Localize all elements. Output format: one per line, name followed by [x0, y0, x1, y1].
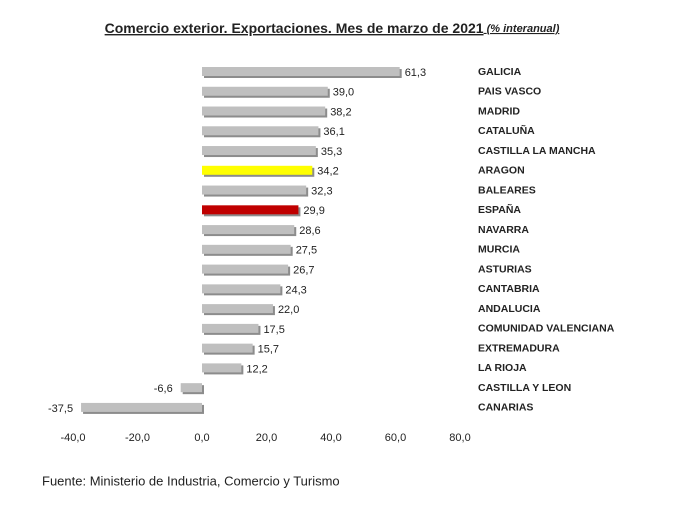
bar	[202, 225, 295, 235]
x-tick-label: 60,0	[385, 432, 406, 444]
category-label: CANTABRIA	[478, 283, 540, 295]
category-label: CASTILLA Y LEON	[478, 382, 571, 394]
category-label: ANDALUCIA	[478, 303, 541, 315]
bar	[202, 106, 326, 116]
bar	[202, 343, 253, 353]
bar	[202, 126, 319, 136]
category-label: GALICIA	[478, 66, 522, 78]
category-label: MADRID	[478, 105, 520, 117]
category-label: BALEARES	[478, 184, 536, 196]
category-label: PAIS VASCO	[478, 86, 541, 98]
value-label: 38,2	[330, 106, 351, 118]
bar	[202, 165, 313, 175]
category-label: ARAGON	[478, 165, 525, 177]
value-label: 29,9	[303, 205, 324, 217]
category-label: EXTREMADURA	[478, 342, 560, 354]
bar	[180, 383, 202, 393]
source-note: Fuente: Ministerio de Industria, Comerci…	[42, 473, 340, 488]
x-tick-label: -20,0	[125, 432, 150, 444]
bar	[202, 363, 242, 373]
category-label: COMUNIDAD VALENCIANA	[478, 323, 615, 335]
value-label: 26,7	[293, 265, 314, 277]
bar	[202, 264, 289, 274]
x-tick-label: -40,0	[60, 432, 85, 444]
value-label: 36,1	[323, 126, 344, 138]
chart-heading: Comercio exterior. Exportaciones. Mes de…	[105, 20, 560, 36]
value-label: 12,2	[246, 363, 267, 375]
value-label: 34,2	[317, 166, 338, 178]
value-label: -6,6	[154, 383, 173, 395]
category-label: NAVARRA	[478, 224, 529, 236]
x-tick-label: 0,0	[194, 432, 209, 444]
value-label: 27,5	[296, 245, 317, 257]
category-label: LA RIOJA	[478, 362, 527, 374]
category-label: ESPAÑA	[478, 203, 521, 216]
value-label: 28,6	[299, 225, 320, 237]
x-tick-label: 40,0	[320, 432, 341, 444]
bar	[81, 402, 202, 412]
category-label: ASTURIAS	[478, 263, 532, 275]
value-label: 61,3	[405, 67, 426, 79]
category-label: CANARIAS	[478, 402, 533, 414]
bar	[202, 86, 328, 96]
bar	[202, 146, 316, 156]
value-label: -37,5	[48, 403, 73, 415]
chart-subtitle: (% interanual)	[487, 23, 560, 35]
bar	[202, 185, 307, 195]
value-label: 39,0	[333, 87, 354, 99]
category-label: CASTILLA LA MANCHA	[478, 145, 596, 157]
bar	[202, 244, 291, 254]
bar	[202, 67, 400, 76]
bar	[202, 323, 259, 333]
value-label: 22,0	[278, 304, 299, 316]
value-label: 32,3	[311, 185, 332, 197]
chart-title: Comercio exterior. Exportaciones. Mes de…	[105, 20, 484, 36]
bar	[202, 304, 273, 314]
value-label: 24,3	[285, 284, 306, 296]
value-label: 17,5	[263, 324, 284, 336]
value-label: 35,3	[321, 146, 342, 158]
bar	[202, 284, 281, 294]
x-tick-label: 20,0	[256, 432, 277, 444]
x-tick-label: 80,0	[449, 432, 470, 444]
bar	[202, 205, 299, 215]
value-label: 15,7	[258, 344, 279, 356]
category-label: CATALUÑA	[478, 124, 535, 137]
category-label: MURCIA	[478, 244, 520, 256]
